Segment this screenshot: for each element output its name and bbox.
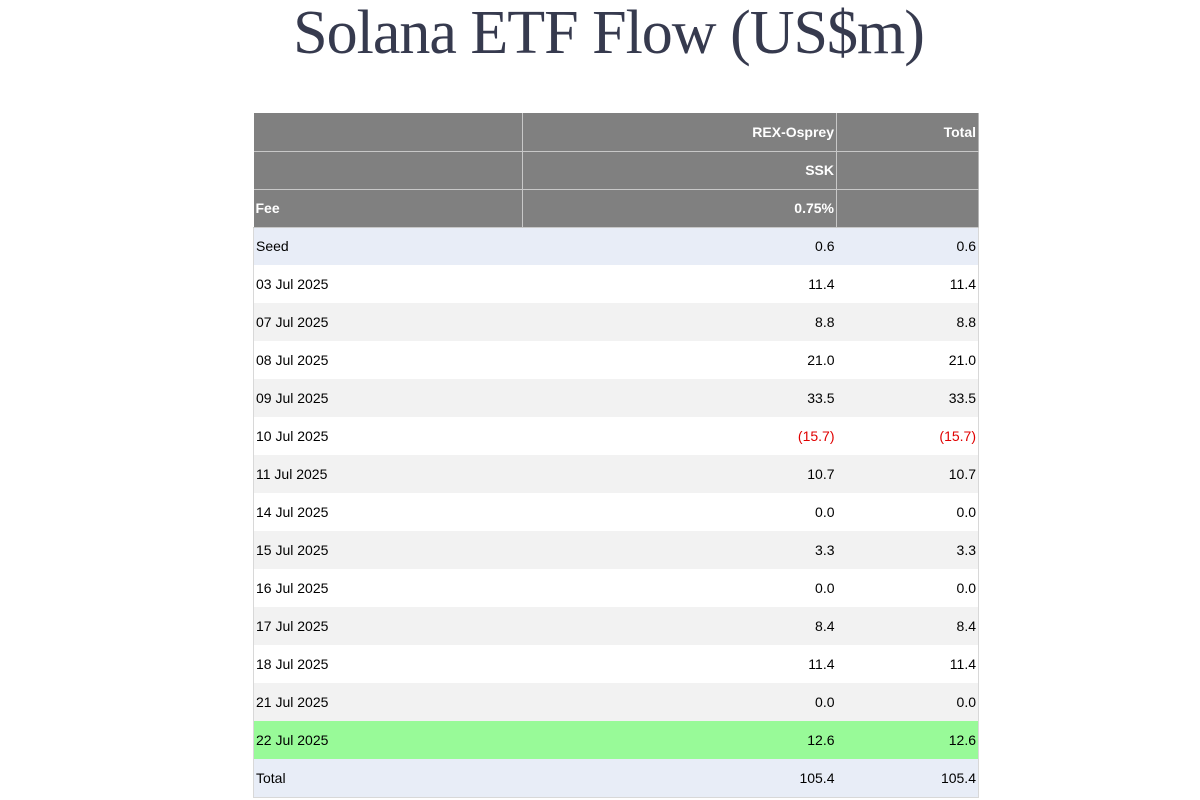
ssk-flow-cell: 11.4 bbox=[522, 265, 837, 303]
total-flow-cell: 8.4 bbox=[836, 607, 979, 645]
header-cell-blank bbox=[836, 151, 979, 190]
total-flow-cell: 0.0 bbox=[836, 683, 979, 721]
ssk-flow-cell: 12.6 bbox=[522, 721, 837, 759]
table-row: 10 Jul 2025 (15.7) (15.7) bbox=[253, 417, 979, 455]
table-row: 03 Jul 2025 11.4 11.4 bbox=[253, 265, 979, 303]
ssk-flow-cell: (15.7) bbox=[522, 417, 837, 455]
total-flow-cell: 8.8 bbox=[836, 303, 979, 341]
ssk-flow-cell: 3.3 bbox=[522, 531, 837, 569]
header-row-issuer: REX-Osprey Total bbox=[253, 113, 979, 152]
table-row: 17 Jul 2025 8.4 8.4 bbox=[253, 607, 979, 645]
ssk-flow-cell: 0.0 bbox=[522, 683, 837, 721]
ssk-flow-cell: 21.0 bbox=[522, 341, 837, 379]
total-flow-cell: 11.4 bbox=[836, 265, 979, 303]
date-cell: 08 Jul 2025 bbox=[253, 341, 523, 379]
total-flow-cell: 33.5 bbox=[836, 379, 979, 417]
total-flow-cell: 21.0 bbox=[836, 341, 979, 379]
table-body: Seed 0.6 0.6 03 Jul 2025 11.4 11.4 07 Jul 2025… bbox=[253, 227, 979, 798]
table-row: 18 Jul 2025 11.4 11.4 bbox=[253, 645, 979, 683]
ssk-flow-cell: 0.0 bbox=[522, 493, 837, 531]
etf-flow-table: REX-Osprey Total SSK Fee 0.75% Seed 0.6 0.… bbox=[253, 113, 979, 798]
ssk-flow-cell: 8.8 bbox=[522, 303, 837, 341]
table-row: 08 Jul 2025 21.0 21.0 bbox=[253, 341, 979, 379]
total-flow-cell: 0.0 bbox=[836, 493, 979, 531]
total-flow-cell: 105.4 bbox=[836, 759, 979, 798]
date-cell: Seed bbox=[253, 227, 523, 265]
total-flow-cell: 3.3 bbox=[836, 531, 979, 569]
date-cell: 07 Jul 2025 bbox=[253, 303, 523, 341]
total-flow-cell: 12.6 bbox=[836, 721, 979, 759]
date-cell: 16 Jul 2025 bbox=[253, 569, 523, 607]
header-row-ticker: SSK bbox=[253, 151, 979, 190]
table-row: Seed 0.6 0.6 bbox=[253, 227, 979, 265]
ssk-flow-cell: 105.4 bbox=[522, 759, 837, 798]
ssk-flow-cell: 11.4 bbox=[522, 645, 837, 683]
table-row: 22 Jul 2025 12.6 12.6 bbox=[253, 721, 979, 759]
ssk-flow-cell: 33.5 bbox=[522, 379, 837, 417]
table-row: 15 Jul 2025 3.3 3.3 bbox=[253, 531, 979, 569]
ssk-flow-cell: 0.0 bbox=[522, 569, 837, 607]
header-cell-total: Total bbox=[836, 113, 979, 152]
total-flow-cell: 10.7 bbox=[836, 455, 979, 493]
header-cell-fee-value: 0.75% bbox=[522, 189, 837, 228]
table-row: 16 Jul 2025 0.0 0.0 bbox=[253, 569, 979, 607]
header-cell-fee-label: Fee bbox=[253, 189, 523, 228]
date-cell: 21 Jul 2025 bbox=[253, 683, 523, 721]
header-cell-date bbox=[253, 113, 523, 152]
header-cell-blank bbox=[253, 151, 523, 190]
date-cell: 18 Jul 2025 bbox=[253, 645, 523, 683]
table-row: 11 Jul 2025 10.7 10.7 bbox=[253, 455, 979, 493]
ssk-flow-cell: 8.4 bbox=[522, 607, 837, 645]
table-header: REX-Osprey Total SSK Fee 0.75% bbox=[253, 113, 979, 228]
table-row: 09 Jul 2025 33.5 33.5 bbox=[253, 379, 979, 417]
date-cell: 11 Jul 2025 bbox=[253, 455, 523, 493]
total-flow-cell: 11.4 bbox=[836, 645, 979, 683]
page-title: Solana ETF Flow (US$m) bbox=[293, 0, 925, 67]
header-cell-blank bbox=[836, 189, 979, 228]
table-row: 07 Jul 2025 8.8 8.8 bbox=[253, 303, 979, 341]
date-cell: 10 Jul 2025 bbox=[253, 417, 523, 455]
date-cell: 09 Jul 2025 bbox=[253, 379, 523, 417]
header-row-fee: Fee 0.75% bbox=[253, 189, 979, 228]
date-cell: 22 Jul 2025 bbox=[253, 721, 523, 759]
date-cell: Total bbox=[253, 759, 523, 798]
date-cell: 15 Jul 2025 bbox=[253, 531, 523, 569]
ssk-flow-cell: 0.6 bbox=[522, 227, 837, 265]
total-flow-cell: (15.7) bbox=[836, 417, 979, 455]
date-cell: 14 Jul 2025 bbox=[253, 493, 523, 531]
header-cell-ticker: SSK bbox=[522, 151, 837, 190]
total-flow-cell: 0.6 bbox=[836, 227, 979, 265]
header-cell-issuer: REX-Osprey bbox=[522, 113, 837, 152]
total-flow-cell: 0.0 bbox=[836, 569, 979, 607]
table-row: 14 Jul 2025 0.0 0.0 bbox=[253, 493, 979, 531]
table-row: 21 Jul 2025 0.0 0.0 bbox=[253, 683, 979, 721]
date-cell: 03 Jul 2025 bbox=[253, 265, 523, 303]
ssk-flow-cell: 10.7 bbox=[522, 455, 837, 493]
date-cell: 17 Jul 2025 bbox=[253, 607, 523, 645]
total-row: Total 105.4 105.4 bbox=[253, 759, 979, 798]
